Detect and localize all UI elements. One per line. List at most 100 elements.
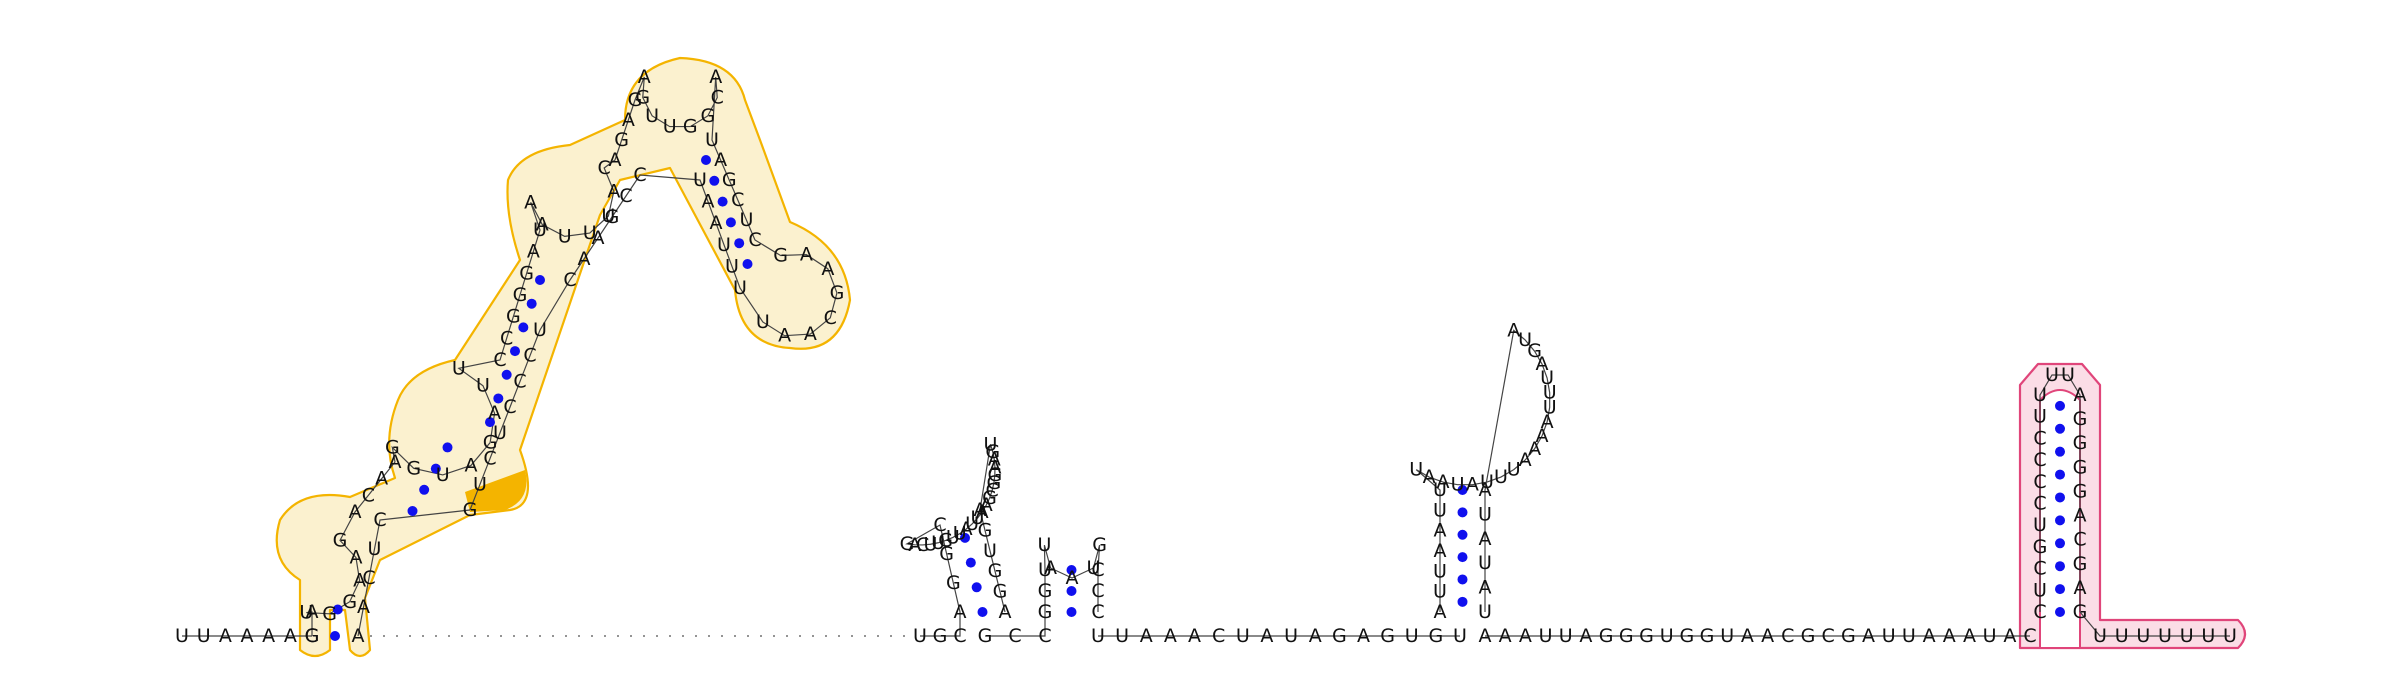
linker2-nt: A xyxy=(1741,625,1754,647)
d3-nt: A xyxy=(1519,449,1532,471)
linker2-nt: U xyxy=(1539,625,1553,647)
linker2-nt: C xyxy=(1822,625,1835,647)
d1-nt: C xyxy=(711,87,724,109)
base-pair-dot xyxy=(977,607,988,617)
tail5-nt: G xyxy=(305,625,320,647)
term-nt: C xyxy=(2073,529,2086,551)
d3-nt: G xyxy=(1527,340,1542,362)
linker2-nt: U xyxy=(1559,625,1573,647)
d2-nt: C xyxy=(1038,625,1051,647)
base-pair-dot xyxy=(2055,584,2065,595)
d1-nt: U xyxy=(717,234,731,256)
d1-nt: A xyxy=(527,241,540,263)
domain1-highlight xyxy=(275,56,852,658)
d1-nt: U xyxy=(733,277,747,299)
linker2-nt: G xyxy=(1639,625,1654,647)
base-pair-dot xyxy=(960,532,970,543)
base-pair-dot xyxy=(407,506,418,516)
d1-nt: C xyxy=(362,484,375,506)
term-nt: G xyxy=(2073,456,2088,478)
base-pair-dot xyxy=(2055,515,2065,526)
term-tail-nt: U xyxy=(2115,625,2129,647)
d2-nt: U xyxy=(923,533,937,555)
d2-nt: G xyxy=(978,519,993,541)
linker2-nt: A xyxy=(1761,625,1774,647)
linker2-nt: U xyxy=(1983,625,1997,647)
term-nt: G xyxy=(2033,536,2048,558)
d1-nt: A xyxy=(714,149,727,171)
d1-nt: G xyxy=(628,89,643,111)
d3-nt: U xyxy=(1409,459,1423,481)
d3-nt: A xyxy=(1437,471,1450,493)
base-pair-dot xyxy=(330,631,340,641)
d2-nt: A xyxy=(988,449,1001,471)
term-nt: C xyxy=(2033,449,2046,471)
linker1-nt: A xyxy=(1260,625,1273,647)
d3-nt: U xyxy=(1480,471,1494,493)
linker1-nt: U xyxy=(1091,625,1105,647)
d1-nt: C xyxy=(633,164,646,186)
d1-nt: A xyxy=(778,325,791,347)
d1-nt: U xyxy=(436,464,450,486)
d3-nt: U xyxy=(1478,552,1492,574)
d1-nt: A xyxy=(710,212,723,234)
d1-nt: U xyxy=(756,311,770,333)
d2-nt: A xyxy=(1066,567,1079,589)
term-tail-nt: U xyxy=(2180,625,2194,647)
d1-nt: C xyxy=(500,327,513,349)
linker2-nt: A xyxy=(1499,625,1512,647)
d2-nt: G xyxy=(1038,601,1053,623)
linker2-nt: A xyxy=(1963,625,1976,647)
d1-nt: U xyxy=(705,129,719,151)
term-tail-nt: U xyxy=(2093,625,2107,647)
d1-nt: A xyxy=(578,248,591,270)
d2-nt: G xyxy=(987,464,1002,486)
d3-nt: U xyxy=(1540,367,1554,389)
term-tail-nt: U xyxy=(2201,625,2215,647)
d1-nt: U xyxy=(583,222,597,244)
d1-nt: G xyxy=(519,262,534,284)
d1-nt: U xyxy=(725,255,739,277)
d2-nt: U xyxy=(970,507,984,529)
base-pair-dot xyxy=(2055,469,2065,480)
d2-nt: A xyxy=(1044,557,1057,579)
d2-nt: C xyxy=(953,625,966,647)
d1-nt: U xyxy=(663,116,677,138)
d1-nt: A xyxy=(352,625,365,647)
base-pair-dot xyxy=(493,393,504,404)
d3-nt: U xyxy=(1543,396,1557,418)
term-nt: A xyxy=(2074,384,2087,406)
base-pair-dot xyxy=(717,196,728,207)
term-nt: U xyxy=(2033,406,2047,428)
linker1-nt: A xyxy=(1164,625,1177,647)
d2-nt: U xyxy=(1038,559,1052,581)
d2-nt: C xyxy=(1091,601,1104,623)
linker2-nt: U xyxy=(1882,625,1896,647)
term-tail-nt: U xyxy=(2136,625,2150,647)
d1-nt: C xyxy=(619,185,632,207)
term-nt: U xyxy=(2033,384,2047,406)
linker2-nt: G xyxy=(1599,625,1614,647)
linker2-nt: U xyxy=(1660,625,1674,647)
d1-nt: U xyxy=(739,209,753,231)
linker1-nt: U xyxy=(1236,625,1250,647)
d2-nt: U xyxy=(946,526,960,548)
linker2-nt: A xyxy=(1479,625,1492,647)
linker1-nt: U xyxy=(1284,625,1298,647)
d1-nt: C xyxy=(731,189,744,211)
linker1-nt: A xyxy=(1309,625,1322,647)
term-nt: G xyxy=(2073,432,2088,454)
tail5-nt: A xyxy=(219,625,232,647)
base-pair-dot xyxy=(742,259,753,269)
d1-nt: A xyxy=(464,454,477,476)
d1-nt: G xyxy=(322,603,337,625)
base-pair-dot xyxy=(1457,485,1468,495)
d1-nt: G xyxy=(385,437,400,459)
backbone-segment xyxy=(306,76,838,636)
term-nt: G xyxy=(2073,408,2088,430)
d1-nt: U xyxy=(533,219,547,241)
linker2-nt: U xyxy=(1720,625,1734,647)
d1-nt: G xyxy=(305,625,320,647)
d2-nt: U xyxy=(1086,557,1100,579)
